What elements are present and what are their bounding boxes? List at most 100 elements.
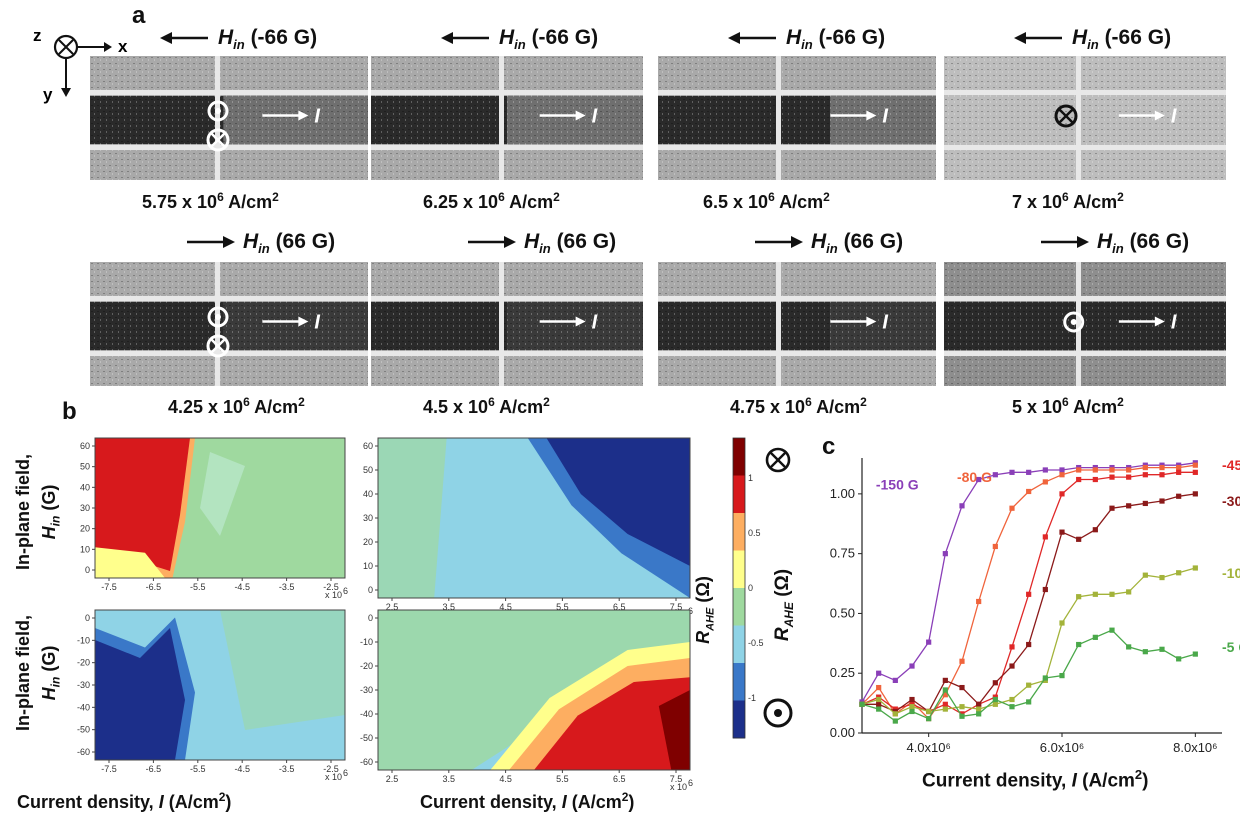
data-point (1009, 663, 1015, 669)
panel-c-xlabel-exp: 2 (1134, 767, 1143, 782)
data-point (1009, 505, 1015, 511)
panel-b-xlabel-right-exp: 2 (621, 790, 629, 804)
panel-c-ylabel-unit: (Ω) (772, 568, 793, 603)
data-point (1042, 586, 1048, 593)
current-density-0-0: 5.75 x 106 A/cm2 (142, 190, 279, 212)
data-point (926, 639, 932, 645)
x-tick-label: -6.5 (146, 582, 162, 592)
data-point (859, 701, 865, 707)
field-label-0-2: Hin (-66 G) (728, 26, 885, 52)
micrograph-image: I (944, 56, 1226, 180)
current-density-1-3: 5 x 106 A/cm2 (1012, 395, 1124, 417)
data-point (1076, 641, 1082, 648)
field-label-0-3: Hin (-66 G) (1014, 26, 1171, 52)
x-tick-label: 7.5 (670, 602, 683, 612)
y-tick-label: 50 (363, 465, 373, 475)
data-point (1076, 467, 1082, 473)
x-tick-label: -4.5 (234, 764, 250, 774)
x-multiplier-exp: 6 (343, 586, 348, 596)
data-point (1192, 651, 1198, 657)
svg-text:I: I (1171, 106, 1177, 128)
colorbar-tick-label: 0.5 (748, 528, 761, 538)
data-point (1159, 646, 1165, 652)
data-point (1092, 527, 1098, 533)
x-tick-label: -6.5 (146, 764, 162, 774)
colorbar-label-var: R (693, 630, 713, 644)
micrograph-image: I (658, 262, 936, 386)
field-value: (-66 G) (525, 26, 599, 49)
data-point (1092, 634, 1098, 640)
y-tick-label: 20 (80, 524, 90, 534)
micrograph-0-2: I (658, 56, 936, 180)
arrow-right-icon (187, 236, 235, 249)
data-point (1092, 476, 1098, 483)
field-value: (-66 G) (1098, 26, 1172, 49)
data-point (1076, 536, 1082, 542)
data-point (992, 696, 998, 703)
current-density-1-1: 4.5 x 106 A/cm2 (423, 395, 550, 417)
current-density-0-2: 6.5 x 106 A/cm2 (703, 190, 830, 212)
data-point (1076, 594, 1082, 600)
panel-a-letter: a (132, 2, 146, 29)
field-var: H (1072, 26, 1088, 49)
data-point (1076, 476, 1082, 483)
data-point (876, 696, 882, 703)
field-var: H (499, 26, 515, 49)
data-point (1109, 627, 1115, 633)
data-point (1176, 656, 1182, 662)
data-point (926, 708, 932, 715)
data-point (1109, 467, 1115, 473)
arrow-right-icon (468, 236, 516, 249)
y-tick-label: -40 (360, 709, 373, 719)
x-tick-label: 6.5 (613, 602, 626, 612)
y-tick-label: -60 (77, 747, 90, 757)
svg-text:I: I (882, 312, 888, 334)
y-tick-label: -10 (360, 637, 373, 647)
panel-c-xlabel-close: ) (1142, 770, 1149, 792)
axis-triad: z x y (30, 26, 140, 108)
data-point (992, 543, 998, 550)
colorbar-tick-label: 0 (748, 583, 753, 593)
micrograph-image: I (371, 262, 643, 386)
panel-c-ylabel-sub: AHE (781, 602, 796, 628)
y-tick-label: 50 (80, 462, 90, 472)
x-tick-label: 5.5 (556, 774, 569, 784)
panel-b-xlabel-left: Current density, I (A/cm2) (17, 790, 231, 813)
colorbar-tick-label: -0.5 (748, 638, 764, 648)
micrograph-1-3: I (944, 262, 1226, 386)
data-point (892, 711, 898, 717)
micrograph-1-2: I (658, 262, 936, 386)
data-point (1176, 469, 1182, 475)
x-multiplier-exp: 6 (688, 606, 693, 616)
current-density-0-3: 7 x 106 A/cm2 (1012, 190, 1124, 212)
micrograph-1-0: I (90, 262, 368, 386)
y-tick-label: 0 (368, 613, 373, 623)
contour-panel-br: 2.5 3.5 4.5 5.5 6.5 7.5 0 -10 -20 -30 -40 -50 -60 x 1… (360, 609, 693, 790)
data-point (1192, 469, 1198, 475)
y-tick-label: 0 (368, 585, 373, 595)
y-tick-label: -20 (360, 661, 373, 671)
data-point (1009, 704, 1015, 710)
data-point (1192, 462, 1198, 468)
x-multiplier: x 10 (670, 782, 687, 790)
data-point (992, 701, 998, 707)
data-point (876, 670, 882, 676)
svg-text:I: I (314, 106, 320, 128)
x-tick-label: -3.5 (279, 582, 295, 592)
series-label: -5 G (1222, 639, 1240, 655)
data-point (1192, 491, 1198, 497)
panel-b-xlabel-right: Current density, I (A/cm2) (420, 790, 634, 813)
field-var: H (1097, 230, 1113, 253)
data-point (942, 677, 948, 683)
data-point (1042, 534, 1048, 540)
arrow-left-icon (441, 32, 489, 45)
y-tick-label: 10 (80, 544, 90, 554)
axis-triad-graphic: z x y (33, 26, 128, 104)
field-label-0-0: Hin (-66 G) (160, 26, 317, 52)
svg-text:I: I (1171, 312, 1177, 334)
data-point (1142, 500, 1148, 507)
y-tick-label: 0 (85, 565, 90, 575)
svg-text:I: I (592, 106, 598, 128)
field-label-1-1: Hin (66 G) (466, 230, 616, 256)
axis-x-label: x (118, 37, 128, 56)
